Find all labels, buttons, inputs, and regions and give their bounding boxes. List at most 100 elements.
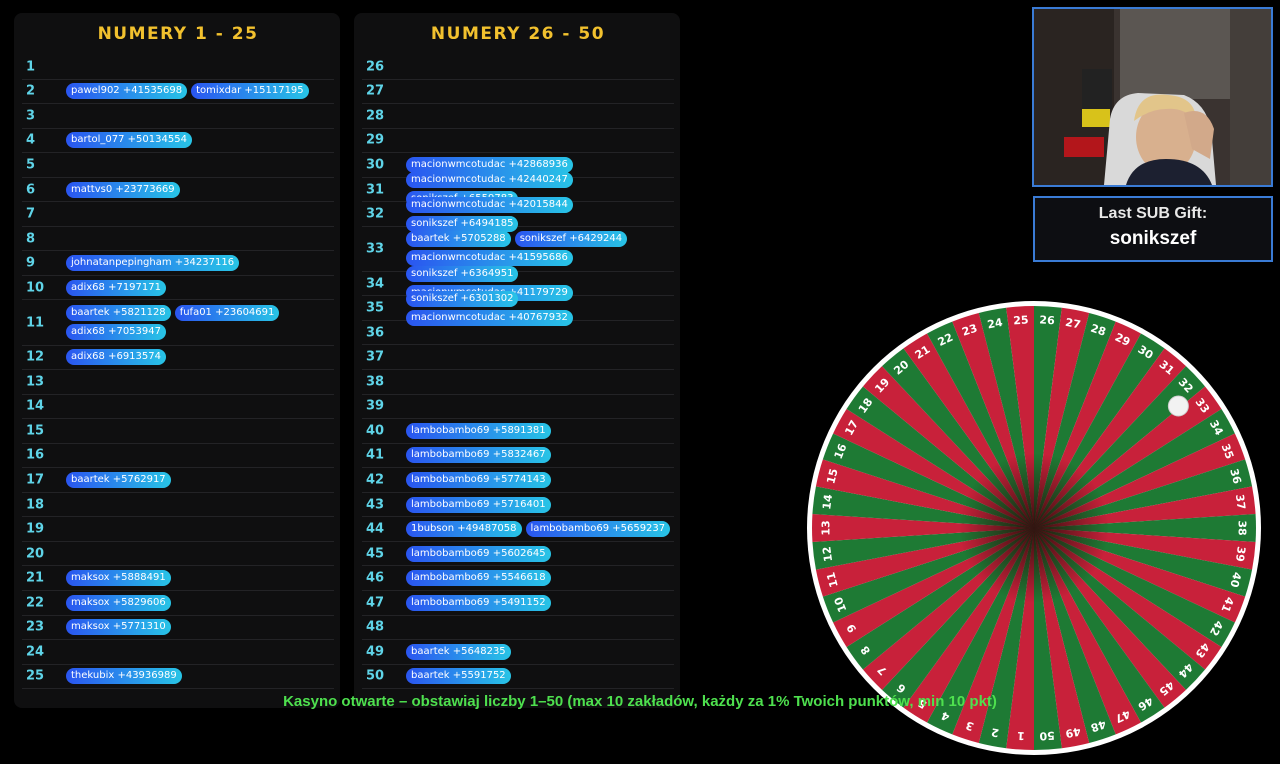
bet-number: 24 xyxy=(26,644,45,660)
bet-chips: macionwmcotudac +42015844 sonikszef +6494… xyxy=(406,196,674,232)
wheel-number-label: 25 xyxy=(1013,313,1029,327)
bet-chip: thekubix +43936989 xyxy=(66,668,182,685)
wheel-number-label: 17 xyxy=(842,418,861,438)
bet-chips xyxy=(406,395,674,419)
bet-chip: lambobambo69 +5546618 xyxy=(406,570,551,587)
bet-chips: 1bubson +49487058 lambobambo69 +5659237 xyxy=(406,517,674,541)
bet-row: 38 xyxy=(362,370,674,395)
bet-row: 17 baartek +5762917 xyxy=(22,468,334,493)
bet-chips xyxy=(66,517,334,541)
bet-chips: maksox +5771310 xyxy=(66,616,334,640)
bet-chip: baartek +5821128 xyxy=(66,305,171,321)
bet-chip: lambobambo69 +5832467 xyxy=(406,447,551,464)
bet-chips: baartek +5705288 sonikszef +6429244 macion… xyxy=(406,227,674,271)
wheel-segment xyxy=(812,514,1034,542)
bet-chip: macionwmcotudac +42868936 xyxy=(406,156,573,173)
bet-number: 39 xyxy=(366,398,385,414)
bet-number: 48 xyxy=(366,619,385,635)
bet-row: 16 xyxy=(22,444,334,469)
wheel-number-label: 23 xyxy=(960,322,979,339)
panel-title: NUMERY 26 - 50 xyxy=(430,24,606,44)
webcam-feed xyxy=(1032,7,1273,187)
bet-number: 42 xyxy=(366,472,385,488)
bet-number: 27 xyxy=(366,83,385,99)
bet-row: 6 mattvs0 +23773669 xyxy=(22,178,334,203)
bet-chip: johnatanpepingham +34237116 xyxy=(66,255,240,272)
bet-row: 45 lambobambo69 +5602645 xyxy=(362,542,674,567)
bet-row: 46 lambobambo69 +5546618 xyxy=(362,566,674,591)
wheel-number-label: 16 xyxy=(832,442,850,461)
bet-chip: macionwmcotudac +41595686 xyxy=(406,250,573,267)
bet-chip: macionwmcotudac +40767932 xyxy=(406,309,573,326)
bet-chip: sonikszef +6429244 xyxy=(514,231,628,248)
bet-number: 4 xyxy=(26,132,36,148)
bet-number: 23 xyxy=(26,619,45,635)
bet-number: 50 xyxy=(366,668,385,684)
bet-chips: bartol_077 +50134554 xyxy=(66,129,334,153)
bet-number: 31 xyxy=(366,182,385,198)
bet-chip: maksox +5888491 xyxy=(66,570,171,587)
bet-row: 44 1bubson +49487058 lambobambo69 +5659237 xyxy=(362,517,674,542)
bet-number: 3 xyxy=(26,108,36,124)
bet-number: 10 xyxy=(26,280,45,296)
bet-number: 6 xyxy=(26,182,36,198)
bet-number: 16 xyxy=(26,447,45,463)
bet-chips xyxy=(66,370,334,394)
bet-row: 33 baartek +5705288 sonikszef +6429244 maci… xyxy=(362,227,674,272)
wheel-number-label: 38 xyxy=(1236,520,1249,535)
bet-number: 49 xyxy=(366,644,385,660)
bet-number: 34 xyxy=(366,276,385,292)
bet-row: 29 xyxy=(362,129,674,154)
roulette-ball xyxy=(1167,395,1189,417)
bet-row: 10 adix68 +7197171 xyxy=(22,276,334,301)
bet-number: 15 xyxy=(26,423,45,439)
bet-number: 5 xyxy=(26,157,36,173)
bet-number: 22 xyxy=(26,595,45,611)
bet-number: 8 xyxy=(26,231,36,247)
bet-row: 18 xyxy=(22,493,334,518)
bet-row: 4 bartol_077 +50134554 xyxy=(22,129,334,154)
bet-row: 28 xyxy=(362,104,674,129)
bet-chip: lambobambo69 +5891381 xyxy=(406,422,551,439)
wheel-number-label: 35 xyxy=(1219,442,1237,461)
bet-chips: maksox +5888491 xyxy=(66,566,334,590)
wheel-number-label: 50 xyxy=(1039,729,1055,743)
bet-row: 49 baartek +5648235 xyxy=(362,640,674,665)
bet-chip: baartek +5762917 xyxy=(66,472,171,489)
wheel-number-label: 29 xyxy=(1113,331,1132,349)
wheel-number-label: 41 xyxy=(1219,595,1237,614)
bet-chips: lambobambo69 +5832467 xyxy=(406,444,674,468)
bet-row: 41 lambobambo69 +5832467 xyxy=(362,444,674,469)
bet-row: 15 xyxy=(22,419,334,444)
bet-chips: lambobambo69 +5716401 xyxy=(406,493,674,517)
bet-row: 7 xyxy=(22,202,334,227)
wheel-number-label: 28 xyxy=(1089,322,1108,339)
bet-number: 36 xyxy=(366,325,385,341)
bet-number: 32 xyxy=(366,206,385,222)
wheel-number-label: 22 xyxy=(936,331,955,349)
bet-number: 20 xyxy=(26,546,45,562)
bet-number: 9 xyxy=(26,255,36,271)
bet-chips xyxy=(406,55,674,79)
bet-row: 35 sonikszef +6301302 macionwmcotudac +407… xyxy=(362,290,674,326)
bet-number: 29 xyxy=(366,132,385,148)
wheel-number-label: 36 xyxy=(1227,467,1243,485)
bet-chip: pawel902 +41535698 xyxy=(66,83,188,100)
bet-number: 13 xyxy=(26,374,45,390)
bet-chips xyxy=(66,493,334,517)
bet-chip: lambobambo69 +5774143 xyxy=(406,472,551,489)
bet-chip: lambobambo69 +5491152 xyxy=(406,594,551,611)
bet-chips: baartek +5762917 xyxy=(66,468,334,492)
bet-number: 38 xyxy=(366,374,385,390)
bet-chips: lambobambo69 +5891381 xyxy=(406,419,674,443)
bet-number: 1 xyxy=(26,59,36,75)
bet-number: 41 xyxy=(366,447,385,463)
bet-chips: pawel902 +41535698 tomixdar +15117195 xyxy=(66,80,334,104)
bet-chip: tomixdar +15117195 xyxy=(191,83,309,100)
bet-row: 14 xyxy=(22,395,334,420)
wheel-number-label: 40 xyxy=(1227,571,1243,589)
bet-chip: adix68 +6913574 xyxy=(66,349,166,366)
bet-number: 26 xyxy=(366,59,385,75)
wheel-number-label: 15 xyxy=(824,467,840,485)
bet-chips xyxy=(406,616,674,640)
